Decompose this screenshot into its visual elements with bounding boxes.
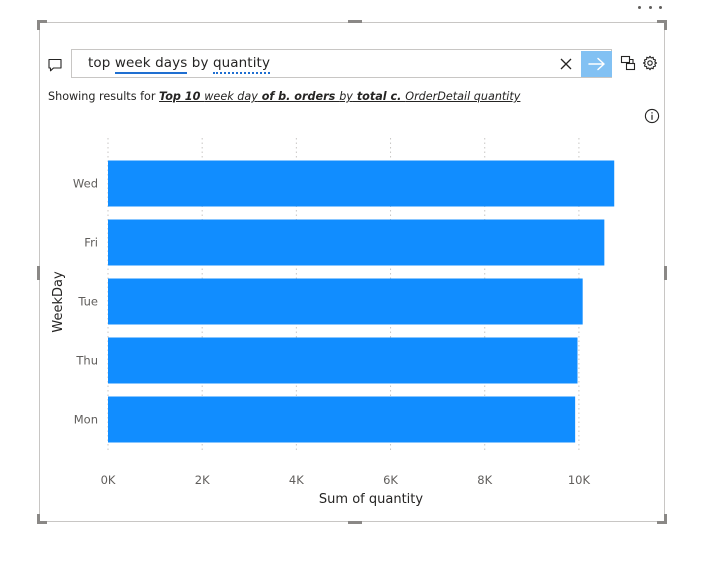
- bar-tue[interactable]: [108, 278, 583, 325]
- bar-mon[interactable]: [108, 396, 576, 443]
- y-axis-title: WeekDay: [51, 271, 66, 333]
- x-tick-label: 4K: [289, 473, 304, 487]
- x-tick-label: 8K: [477, 473, 492, 487]
- interpretation-part: week day: [204, 90, 258, 103]
- resize-handle-right[interactable]: [664, 266, 667, 280]
- resize-handle-top-right[interactable]: [664, 20, 667, 30]
- resize-handle-top-left[interactable]: [37, 20, 47, 23]
- bar-chart: Wed Fri Tue Thu Mon 0K 2K 4K 6K 8K 10K Sum of qua…: [51, 138, 615, 507]
- query-word-week-days[interactable]: week days: [114, 55, 188, 74]
- chart-tick-labels: 0K 2K 4K 6K 8K 10K: [101, 473, 591, 487]
- resize-handle-bottom[interactable]: [348, 521, 362, 524]
- query-word-top: top: [88, 55, 111, 71]
- query-word-quantity[interactable]: quantity: [212, 55, 271, 74]
- submit-question-button[interactable]: [581, 51, 612, 77]
- y-category-label: Mon: [74, 413, 98, 427]
- dot: [638, 5, 641, 9]
- interpretation-part: total c.: [352, 90, 406, 103]
- y-category-label: Fri: [84, 236, 98, 250]
- resize-handle-top-left[interactable]: [37, 20, 40, 30]
- resize-handle-bottom-right[interactable]: [664, 514, 667, 524]
- interpretation-part: Top 10: [159, 90, 205, 103]
- resize-handle-top[interactable]: [348, 20, 362, 23]
- interpretation-part: of b. orders: [257, 90, 340, 103]
- more-options-icon[interactable]: [638, 0, 662, 14]
- close-icon[interactable]: [559, 57, 573, 71]
- y-category-label: Tue: [77, 295, 98, 309]
- interpretation-part: by: [339, 90, 353, 103]
- gear-icon[interactable]: [642, 55, 658, 71]
- resize-handle-bottom-left[interactable]: [37, 514, 40, 524]
- x-tick-label: 2K: [195, 473, 210, 487]
- chart-category-labels: Wed Fri Tue Thu Mon: [73, 177, 98, 427]
- y-category-label: Wed: [73, 177, 98, 191]
- resize-handle-top-right[interactable]: [657, 20, 667, 23]
- turn-into-visual-icon[interactable]: [620, 55, 636, 71]
- bar-wed[interactable]: [108, 160, 615, 207]
- arrow-right-icon: [587, 57, 605, 71]
- interpretation-link[interactable]: Top 10 week day of b. orders by total c.…: [159, 90, 520, 103]
- x-tick-label: 0K: [101, 473, 116, 487]
- resize-handle-left[interactable]: [37, 266, 40, 280]
- resize-handle-bottom-left[interactable]: [37, 521, 47, 524]
- info-icon[interactable]: [644, 108, 660, 124]
- x-tick-label: 10K: [568, 473, 591, 487]
- bar-fri[interactable]: [108, 219, 605, 266]
- bar-thu[interactable]: [108, 337, 578, 384]
- qna-question-box[interactable]: top week days by quantity: [71, 49, 612, 78]
- chart-bars: [108, 160, 615, 443]
- showing-results-line: Showing results for Top 10 week day of b…: [48, 90, 520, 103]
- dot: [648, 5, 652, 9]
- x-axis-title: Sum of quantity: [319, 492, 423, 507]
- query-word-by: by: [191, 55, 209, 71]
- interpretation-part: OrderDetail quantity: [405, 90, 521, 103]
- resize-handle-bottom-right[interactable]: [657, 521, 667, 524]
- y-category-label: Thu: [75, 354, 98, 368]
- x-tick-label: 6K: [383, 473, 398, 487]
- showing-results-prefix: Showing results for: [48, 90, 156, 103]
- qna-question-input[interactable]: top week days by quantity: [88, 55, 271, 74]
- dot: [659, 5, 662, 9]
- comment-icon[interactable]: [47, 57, 63, 73]
